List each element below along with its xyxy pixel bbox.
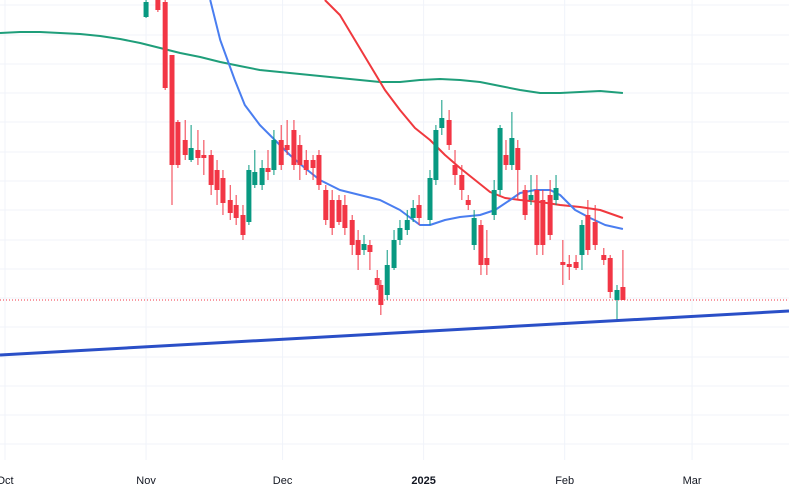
x-tick-label: Mar [683, 475, 702, 487]
candle-body [361, 244, 367, 250]
candle-body [566, 264, 572, 267]
candle-body [367, 245, 373, 252]
candle-body [553, 188, 559, 200]
candle-body [291, 130, 297, 165]
candle-body [503, 155, 509, 165]
candle-body [259, 168, 265, 185]
candle-body [208, 155, 214, 185]
candle-body [252, 172, 258, 185]
candle-body [227, 200, 233, 213]
candle-body [614, 290, 620, 300]
candle-body [214, 170, 220, 190]
candle-body [310, 160, 316, 168]
candle-body [278, 140, 284, 165]
candle-body [143, 2, 149, 17]
candle-body [355, 240, 361, 255]
candle-body [397, 228, 403, 240]
candle-body [465, 200, 471, 205]
candle-body [155, 0, 161, 10]
candle-body [620, 287, 626, 300]
candle-body [452, 165, 458, 175]
candle-body [573, 262, 579, 268]
candle-body [284, 145, 290, 150]
candle-body [592, 222, 598, 245]
candle-body [316, 155, 322, 185]
candle-body [271, 140, 277, 170]
candle-body [384, 265, 390, 295]
x-tick-label: Oct [0, 475, 14, 487]
candle-body [329, 200, 335, 228]
candle-body [349, 220, 355, 245]
candle-body [540, 200, 546, 245]
candle-body [195, 150, 201, 158]
x-tick-label: Dec [273, 475, 293, 487]
candle-body [522, 190, 528, 215]
candle-body [528, 195, 534, 200]
candle-body [240, 215, 246, 235]
candle-body [471, 218, 477, 245]
candle-body [182, 140, 188, 155]
candle-body [404, 220, 410, 230]
candle-body [336, 200, 342, 222]
moving-average [0, 31, 624, 94]
candle-body [515, 148, 521, 170]
trendline [0, 309, 789, 357]
candle-body [391, 240, 397, 268]
candle-body [509, 138, 515, 165]
candle-body [297, 145, 303, 165]
candle-body [560, 262, 566, 265]
candle-body [547, 195, 553, 235]
candle-body [220, 178, 226, 203]
x-tick-label: Nov [136, 475, 156, 487]
candle-body [484, 258, 490, 265]
candle-body [433, 130, 439, 180]
candle-body [410, 208, 416, 218]
candle-body [416, 205, 422, 218]
candle-body [579, 225, 585, 255]
candle-body [585, 215, 591, 250]
candle-body [491, 190, 497, 215]
candle-body [342, 205, 348, 228]
candle-body [265, 168, 271, 172]
candle-body [534, 190, 540, 245]
candle-body [246, 170, 252, 222]
candle-body [439, 118, 445, 128]
candle-body [378, 285, 384, 305]
candle-body [303, 160, 309, 170]
candle-body [446, 120, 452, 145]
candle-body [427, 178, 433, 220]
candle-body [175, 122, 181, 165]
candle-body [607, 258, 613, 292]
candle-body [323, 190, 329, 220]
x-tick-label: 2025 [411, 475, 435, 487]
candle-body [169, 55, 175, 165]
x-tick-label: Feb [555, 475, 574, 487]
candle-body [201, 155, 207, 158]
candle-body [188, 148, 194, 160]
candle-body [601, 255, 607, 260]
moving-average [209, 0, 624, 230]
candle-body [478, 225, 484, 265]
candle-body [374, 278, 380, 285]
grid [0, 0, 789, 460]
candle-body [162, 2, 168, 88]
x-axis: Oct Nov Dec 2025 Feb Mar [0, 475, 702, 487]
plot-area [0, 0, 789, 357]
candle-body [459, 175, 465, 190]
candle-body [497, 128, 503, 190]
candle-body [233, 205, 239, 218]
moving-average [324, 0, 624, 219]
